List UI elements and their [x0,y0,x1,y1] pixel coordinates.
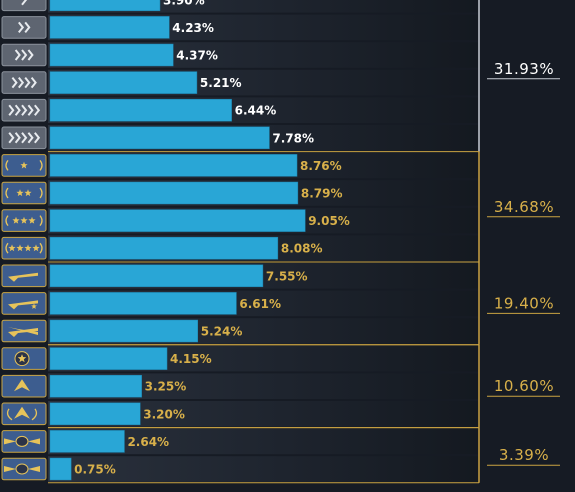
group-total-label: 3.39% [499,446,549,464]
data-label: 0.75% [74,463,116,477]
star-badge-icon [1,347,47,370]
group-total-label: 10.60% [494,377,554,395]
winged-globe-icon [1,430,47,453]
row-background [48,456,478,482]
bar-distinguished-master-guardian [49,347,168,370]
star-4-icon [1,236,47,260]
global-icon [1,457,47,481]
group-total-label: 19.40% [494,294,554,312]
rifle-star-icon [1,292,47,315]
bar-legendary-eagle [49,374,142,398]
data-label: 9.05% [308,214,350,228]
eagle-wreath-icon [1,402,47,426]
chevron-2-icon [1,16,47,39]
data-label: 8.76% [300,159,342,173]
crossed-rifles-icon [1,319,47,343]
eagle-icon [1,374,47,398]
data-label: 3.25% [145,380,187,394]
data-label: 8.79% [301,187,343,201]
bar-master-guardian-2 [49,292,237,315]
bar-supreme-master-first-class [49,430,125,453]
star-1-icon [1,154,47,177]
bar-master-guardian-1 [49,264,264,288]
chevron-4-icon [1,71,47,94]
data-label: 5.24% [201,325,243,339]
data-label: 4.23% [172,21,214,35]
group-total-label: 34.68% [494,198,554,216]
bar-silver-3 [49,43,174,67]
star-3-icon [1,209,47,232]
chevron-elite-icon [1,126,47,150]
chevron-5-icon [1,98,47,122]
star-2-icon [1,181,47,205]
data-label: 2.64% [127,435,169,449]
bar-gold-nova-master [49,236,279,260]
group-total-label: 31.93% [494,60,554,78]
group-bracket: 31.93% [478,0,560,152]
rifle-icon [1,264,47,288]
data-label: 5.21% [200,76,242,90]
data-label: 7.78% [272,131,314,145]
data-label: 8.08% [281,242,323,256]
bar-silver-4 [49,71,198,94]
data-label: 4.37% [176,49,218,63]
bar-gold-nova-3 [49,209,306,232]
bar-silver-elite-master [49,126,270,150]
data-label: 3.20% [143,407,185,421]
data-label: 6.44% [235,104,277,118]
bar-gold-nova-2 [49,181,299,205]
bar-legendary-eagle-master [49,402,141,426]
data-label: 4.15% [170,352,212,366]
data-label: 7.55% [266,269,308,283]
bar-gold-nova-1 [49,154,298,177]
chevron-1-icon [1,0,47,12]
bar-global-elite [49,457,72,481]
bar-silver-1 [49,0,161,12]
data-label: 6.61% [239,297,281,311]
bar-silver-2 [49,16,170,39]
bar-master-guardian-elite [49,319,199,343]
chevron-3-icon [1,43,47,67]
group-bracket: 3.39% [48,427,560,484]
data-label: 3.90% [163,0,205,7]
bar-silver-elite [49,98,232,122]
